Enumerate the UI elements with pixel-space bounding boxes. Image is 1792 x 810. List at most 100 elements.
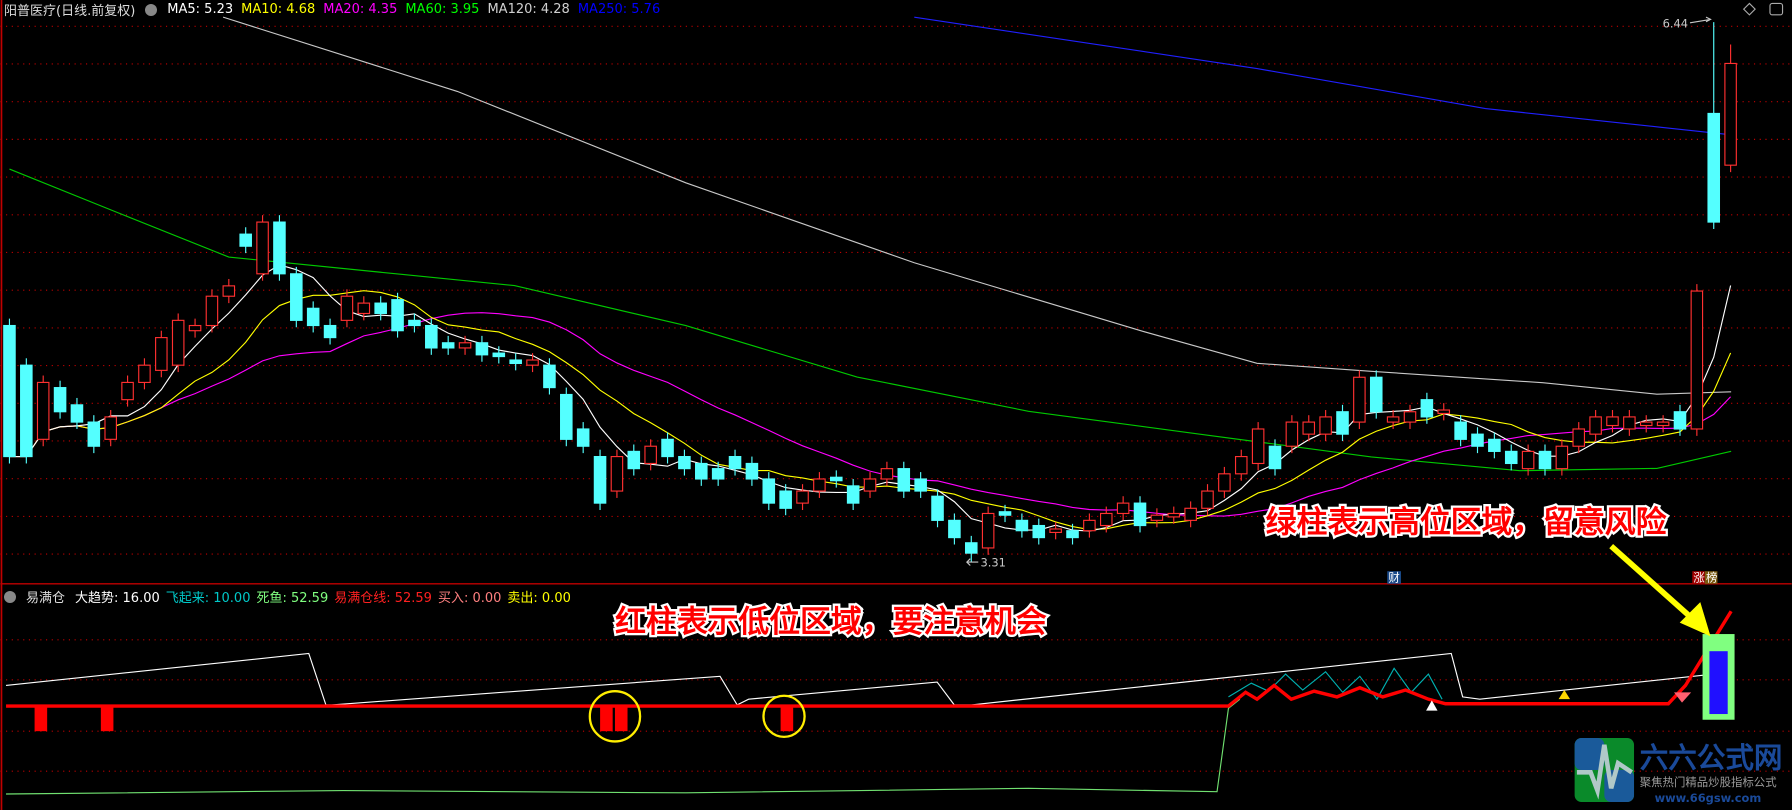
candle-down xyxy=(1032,524,1046,539)
candle-down xyxy=(728,455,742,470)
candle-down xyxy=(441,342,455,349)
candle-down xyxy=(1454,421,1467,440)
logo-url: www.66gsw.com xyxy=(1655,791,1762,805)
candle-down xyxy=(745,462,759,480)
candle-down xyxy=(509,359,522,365)
candle-down xyxy=(931,495,944,521)
candle-up xyxy=(1167,512,1181,518)
candle-down xyxy=(948,519,961,539)
candle-up xyxy=(1116,502,1130,515)
low-zone-red-bar xyxy=(100,706,114,732)
candle-down xyxy=(1268,445,1282,470)
ma120-line xyxy=(222,16,1732,395)
highlight-circle xyxy=(588,690,642,743)
candle-down xyxy=(306,307,320,327)
gem-icon xyxy=(1674,692,1692,703)
logo-name: 六六公式网 xyxy=(1640,741,1783,775)
candle-up xyxy=(1201,490,1214,509)
candle-up xyxy=(880,468,894,480)
ma-label: MA10: 4.68 xyxy=(241,2,316,17)
indicator-name[interactable]: 易满仓 xyxy=(26,591,66,606)
candle-down xyxy=(1420,399,1434,418)
candle-up xyxy=(458,342,472,349)
low-zone-red-bar xyxy=(614,706,628,732)
candle-down xyxy=(20,364,33,458)
candle-down xyxy=(914,478,927,492)
candle-down xyxy=(323,324,337,339)
candle-down xyxy=(1133,502,1147,527)
candle-up xyxy=(36,381,50,440)
candle-down xyxy=(1538,450,1552,470)
finance-badge[interactable] xyxy=(1387,571,1401,584)
limit-up-badge[interactable] xyxy=(1692,571,1705,584)
candle-up xyxy=(357,302,371,315)
candle-up xyxy=(1353,376,1366,423)
candle-up xyxy=(1403,411,1417,423)
candle-down xyxy=(711,468,725,480)
candle-down xyxy=(543,364,556,389)
finance-badge-label: 财 xyxy=(1388,571,1399,585)
candle-down xyxy=(70,404,84,423)
limit-up-badge-bg xyxy=(1704,571,1718,584)
candle-up xyxy=(1555,445,1569,470)
high-price-label: 6.44 xyxy=(1663,16,1688,30)
candle-up xyxy=(1386,416,1400,423)
ma20-line xyxy=(9,312,1732,517)
indicator-value: 飞起来: 10.00 xyxy=(165,591,251,606)
candle-down xyxy=(1488,438,1501,452)
candle-down xyxy=(408,319,421,327)
stock-title[interactable]: 阳普医疗(日线.前复权) xyxy=(4,4,136,19)
indicator-header: 易满仓 大趋势: 16.00 飞起来: 10.00 死鱼: 52.59 易满仓线: 5… xyxy=(4,587,571,606)
candle-up xyxy=(1724,62,1737,166)
trend-line xyxy=(5,652,1715,706)
panel-toggle-icon[interactable] xyxy=(1769,2,1784,16)
candle-down xyxy=(661,438,674,458)
candle-up xyxy=(1099,512,1113,527)
candle-down xyxy=(273,221,286,275)
settings-gear-icon[interactable] xyxy=(4,590,16,603)
indicator-panel xyxy=(5,610,1735,795)
ma-label: MA5: 5.23 xyxy=(167,2,234,17)
settings-gear-icon[interactable] xyxy=(145,3,158,16)
candle-down xyxy=(627,450,641,470)
candle-up xyxy=(1319,416,1332,435)
green-bar-note: 绿柱表示高位区域，留意风险 xyxy=(1266,504,1667,540)
site-logo: 六六公式网 聚焦热门精品炒股指标公式 www.66gsw.com xyxy=(1574,738,1783,805)
diamond-icon[interactable] xyxy=(1742,2,1756,16)
candle-up xyxy=(138,364,151,383)
ma-label: MA60: 3.95 xyxy=(405,2,480,17)
candle-down xyxy=(1336,411,1349,435)
ranking-label: 榜 xyxy=(1706,571,1717,585)
candle-up xyxy=(1184,507,1197,521)
candle-down xyxy=(1066,530,1079,539)
candle-up xyxy=(813,478,826,492)
candle-up xyxy=(340,295,354,321)
candle-up xyxy=(1690,290,1704,430)
candle-up xyxy=(104,416,117,440)
candle-up xyxy=(1083,519,1096,532)
candle-down xyxy=(3,324,16,458)
candle-down xyxy=(560,393,573,440)
candle-up xyxy=(526,359,539,366)
candles xyxy=(3,22,1737,562)
candle-down xyxy=(87,421,101,447)
gold-marker-icon xyxy=(1558,690,1571,700)
candle-down xyxy=(425,324,438,349)
candle-up xyxy=(1218,473,1231,492)
full-position-line xyxy=(6,610,1733,708)
candle-down xyxy=(846,485,860,504)
candle-up xyxy=(1251,428,1265,465)
candle-down xyxy=(1369,376,1383,413)
low-zone-red-bar xyxy=(780,706,794,732)
candle-up xyxy=(981,512,995,549)
ma-label: MA120: 4.28 xyxy=(487,2,570,17)
candle-down xyxy=(964,542,978,554)
candle-down xyxy=(1504,450,1518,465)
high-zone-blue-bar xyxy=(1709,651,1728,715)
high-arrow-icon xyxy=(1689,16,1712,24)
candle-down xyxy=(762,478,776,504)
candle-up xyxy=(1437,409,1451,415)
indicator-value: 卖出: 0.00 xyxy=(507,591,571,606)
candle-down xyxy=(1673,411,1687,430)
